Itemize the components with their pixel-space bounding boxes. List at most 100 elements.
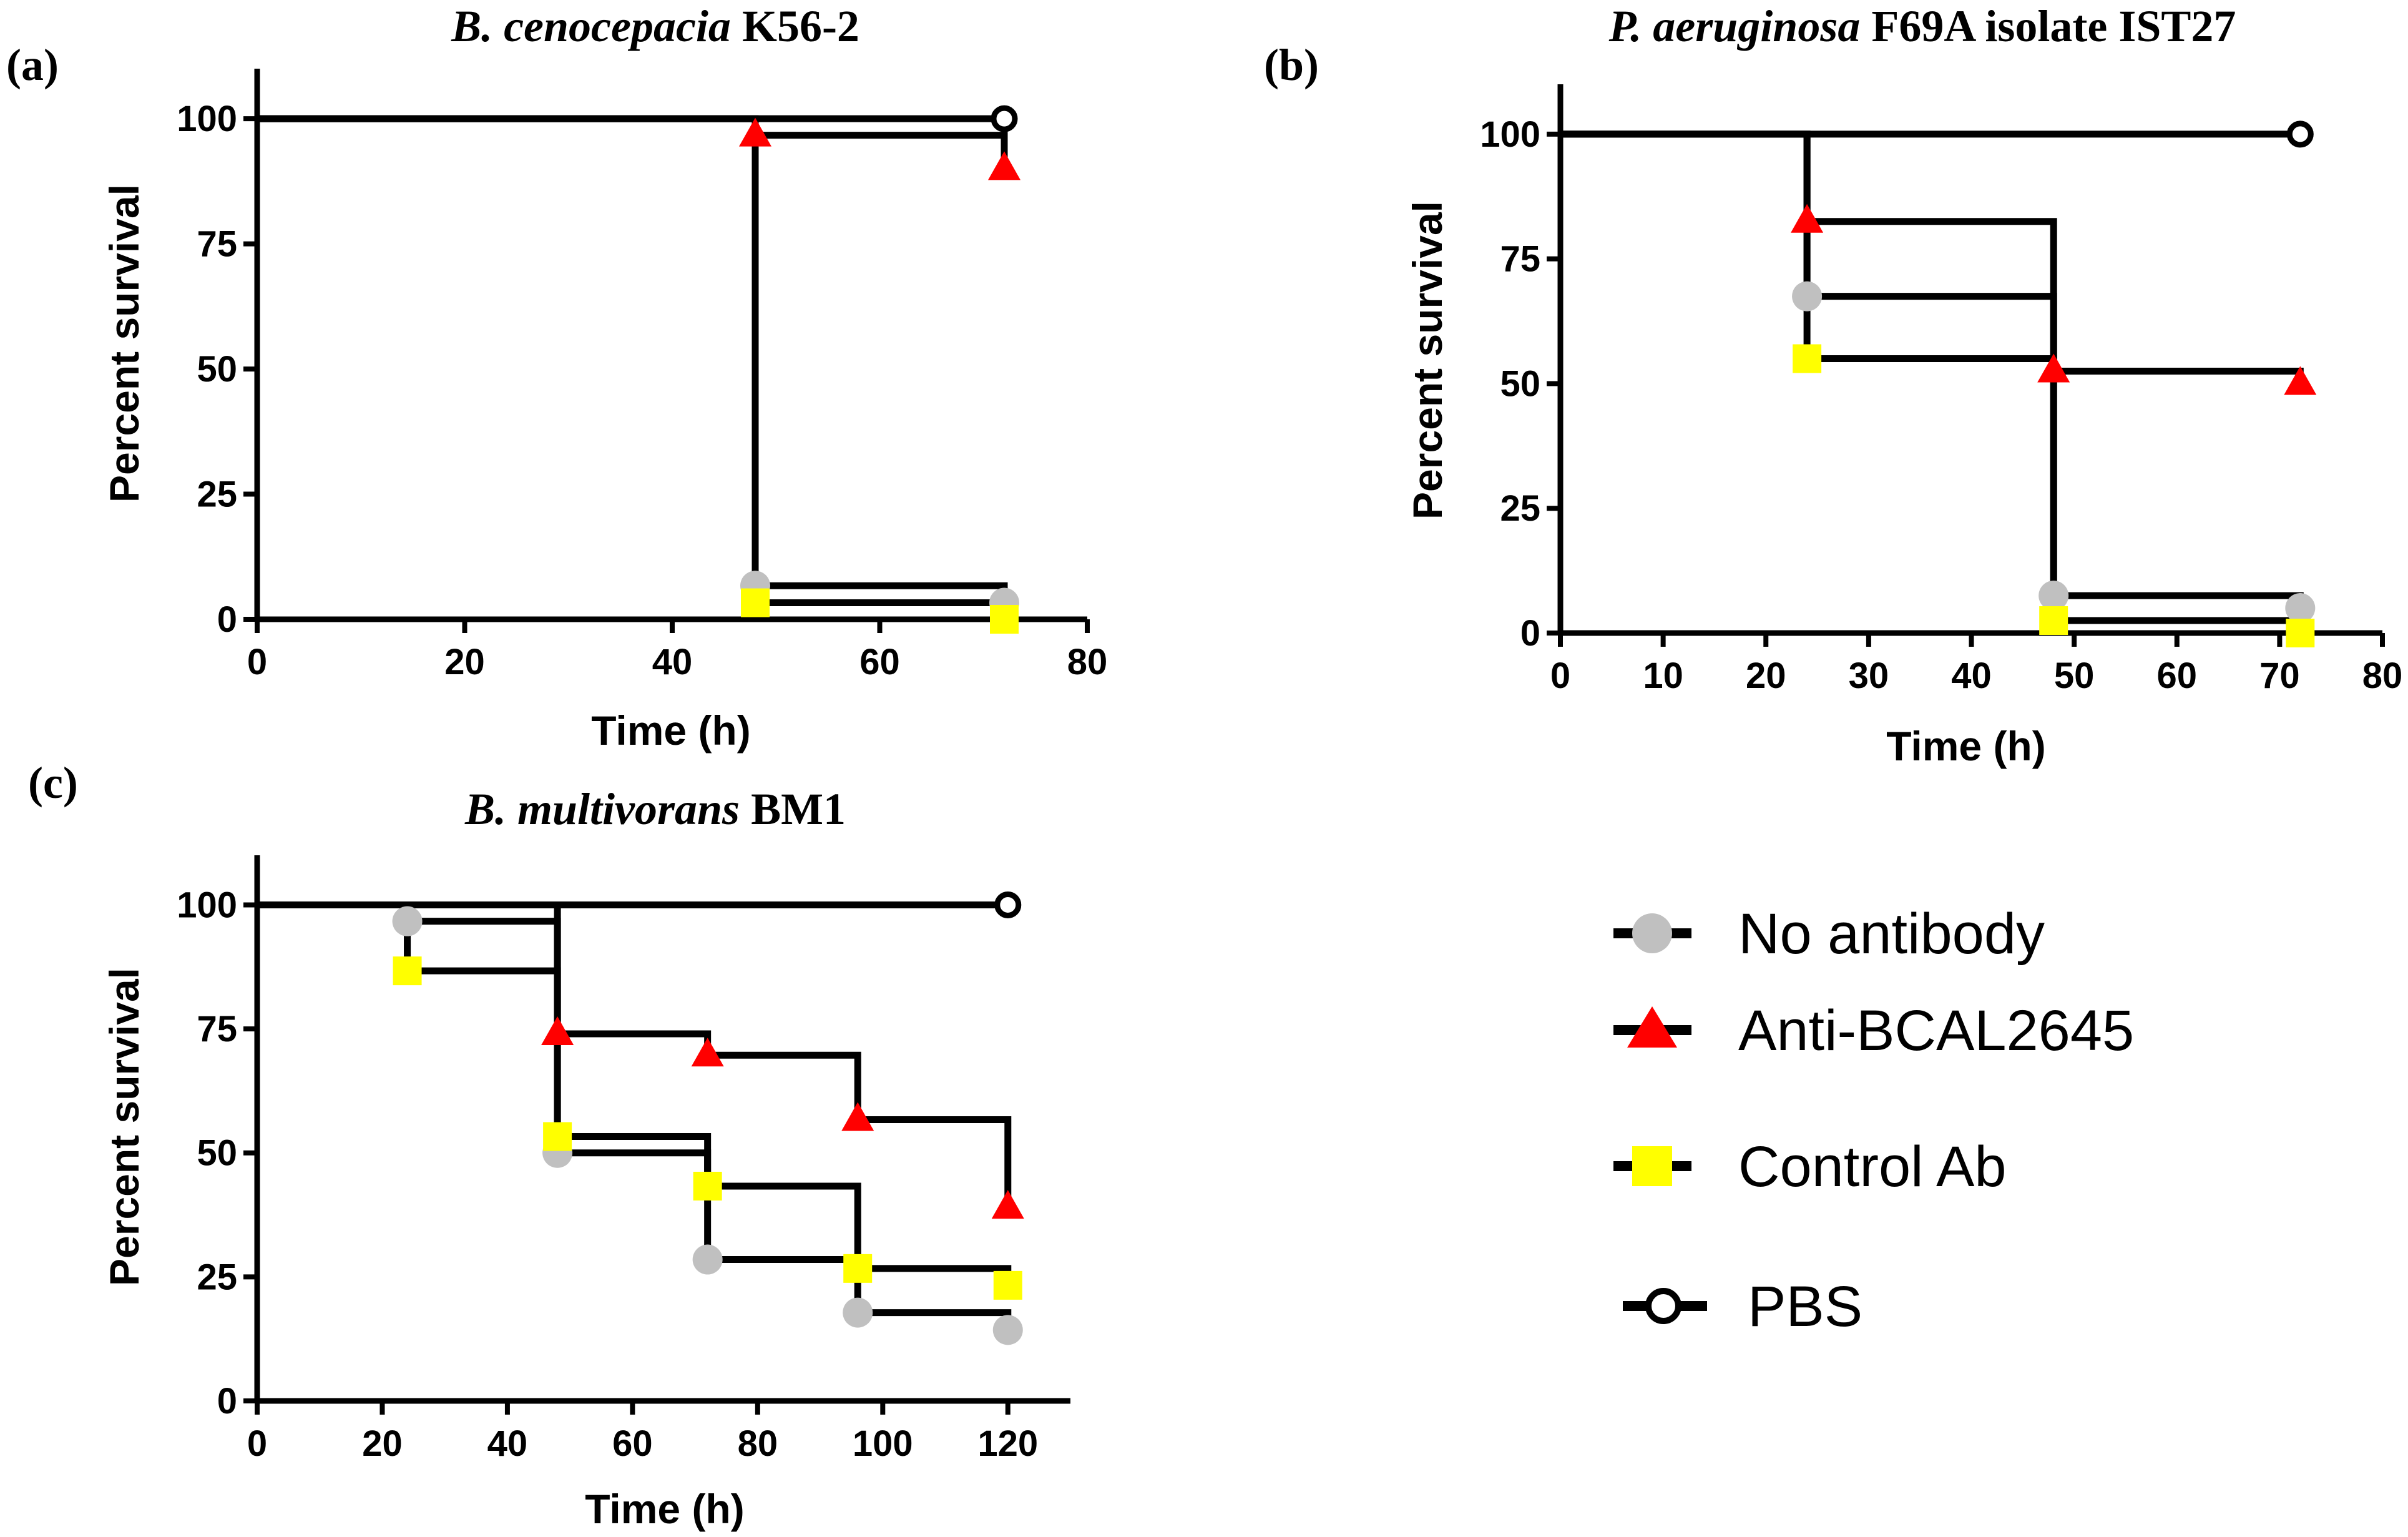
legend-entry-no-antibody: No antibody bbox=[1613, 902, 2045, 966]
legend: No antibody Anti-BCAL2645 Control Ab PBS bbox=[1613, 902, 2134, 1338]
panel-b-ylabel: Percent survival bbox=[1404, 201, 1451, 519]
x-tick-label-b-0: 0 bbox=[1550, 656, 1570, 696]
series-line-a-control_ab bbox=[257, 115, 1008, 619]
panel-a-title: B. cenocepacia K56-2 bbox=[451, 1, 859, 51]
panel-c-ylabel: Percent survival bbox=[101, 968, 147, 1286]
panel-a: (a) B. cenocepacia K56-2 0 25 50 75 100 0 20 40… bbox=[6, 1, 1107, 754]
legend-marker-pbs bbox=[1645, 1288, 1681, 1324]
y-tick-label-b-0: 0 bbox=[1520, 613, 1540, 654]
legend-marker-control-ab bbox=[1632, 1146, 1672, 1186]
point-a-anti_bcal-0 bbox=[739, 117, 771, 147]
x-tick-label-c-120: 120 bbox=[977, 1423, 1038, 1464]
series-line-b-anti_bcal bbox=[1560, 130, 2304, 384]
series-line-a-no_antibody bbox=[257, 115, 1008, 603]
y-tick-label-c-100: 100 bbox=[177, 885, 237, 925]
y-tick-label-c-50: 50 bbox=[197, 1133, 237, 1174]
x-tick-label-b-80: 80 bbox=[2362, 656, 2403, 696]
point-a-pbs-0 bbox=[991, 105, 1018, 132]
x-tick-label-b-70: 70 bbox=[2259, 656, 2300, 696]
point-c-control_ab-1 bbox=[543, 1122, 572, 1151]
point-c-no_antibody-4 bbox=[992, 1315, 1023, 1345]
point-c-no_antibody-3 bbox=[843, 1297, 873, 1328]
x-tick-label-c-0: 0 bbox=[247, 1423, 267, 1464]
panel-c: (c) B. multivorans BM1 0 25 50 75 100 0 20 40 60… bbox=[28, 758, 1070, 1532]
legend-label-no-antibody: No antibody bbox=[1738, 902, 2045, 966]
x-tick-label-b-60: 60 bbox=[2156, 656, 2197, 696]
y-tick-label-b-50: 50 bbox=[1500, 363, 1540, 404]
point-b-no_antibody-0 bbox=[1792, 281, 1823, 312]
y-tick-label-a-100: 100 bbox=[177, 99, 237, 139]
y-tick-label-b-75: 75 bbox=[1500, 239, 1540, 280]
x-tick-label-a-40: 40 bbox=[652, 642, 693, 682]
x-tick-label-b-10: 10 bbox=[1643, 656, 1683, 696]
x-tick-label-c-40: 40 bbox=[487, 1423, 528, 1464]
point-c-control_ab-0 bbox=[393, 956, 422, 986]
point-c-no_antibody-2 bbox=[692, 1244, 723, 1275]
series-line-c-control_ab bbox=[257, 901, 1012, 1285]
point-b-control_ab-0 bbox=[1793, 344, 1822, 373]
y-tick-label-a-50: 50 bbox=[197, 349, 237, 390]
point-b-pbs-0 bbox=[2286, 120, 2314, 148]
point-c-anti_bcal-0 bbox=[541, 1016, 574, 1046]
x-tick-label-c-100: 100 bbox=[853, 1423, 913, 1464]
x-tick-label-b-20: 20 bbox=[1746, 656, 1786, 696]
panel-c-xlabel: Time (h) bbox=[585, 1486, 744, 1532]
x-tick-label-c-60: 60 bbox=[612, 1423, 653, 1464]
point-c-anti_bcal-2 bbox=[841, 1102, 874, 1131]
panel-b-letter: (b) bbox=[1264, 40, 1319, 90]
legend-label-control-ab: Control Ab bbox=[1738, 1135, 2007, 1199]
point-a-anti_bcal-1 bbox=[988, 151, 1020, 180]
point-b-control_ab-2 bbox=[2286, 619, 2315, 647]
plot-area-a: 0 25 50 75 100 0 20 40 60 80 bbox=[177, 69, 1107, 682]
y-tick-label-c-75: 75 bbox=[197, 1009, 237, 1049]
point-a-control_ab-0 bbox=[741, 588, 770, 617]
point-c-pbs-0 bbox=[994, 891, 1022, 918]
point-a-control_ab-1 bbox=[990, 605, 1019, 634]
legend-label-anti-bcal: Anti-BCAL2645 bbox=[1738, 999, 2134, 1063]
x-tick-label-b-30: 30 bbox=[1849, 656, 1889, 696]
point-b-control_ab-1 bbox=[2039, 606, 2068, 636]
panel-a-letter: (a) bbox=[6, 40, 59, 90]
series-line-a-anti_bcal bbox=[257, 115, 1008, 169]
y-tick-label-b-25: 25 bbox=[1500, 488, 1540, 529]
panel-a-xlabel: Time (h) bbox=[591, 707, 750, 754]
y-tick-label-a-25: 25 bbox=[197, 474, 237, 515]
series-line-c-anti_bcal bbox=[257, 901, 1012, 1208]
x-tick-label-a-80: 80 bbox=[1067, 642, 1108, 682]
legend-marker-no-antibody bbox=[1632, 913, 1672, 953]
point-b-no_antibody-2 bbox=[2285, 593, 2316, 624]
point-b-anti_bcal-1 bbox=[2037, 353, 2070, 383]
y-tick-label-a-75: 75 bbox=[197, 224, 237, 265]
panel-c-title: B. multivorans BM1 bbox=[464, 784, 846, 834]
series-line-b-control_ab bbox=[1560, 130, 2304, 633]
panel-b-xlabel: Time (h) bbox=[1886, 723, 2045, 769]
legend-entry-control-ab: Control Ab bbox=[1613, 1135, 2007, 1199]
panel-a-ylabel: Percent survival bbox=[101, 184, 147, 503]
point-b-anti_bcal-0 bbox=[1791, 204, 1824, 233]
x-tick-label-a-20: 20 bbox=[444, 642, 485, 682]
legend-entry-anti-bcal: Anti-BCAL2645 bbox=[1613, 999, 2134, 1063]
point-c-no_antibody-0 bbox=[392, 906, 423, 936]
point-c-control_ab-2 bbox=[693, 1171, 722, 1201]
y-tick-label-c-25: 25 bbox=[197, 1257, 237, 1297]
x-tick-label-a-0: 0 bbox=[247, 642, 267, 682]
point-c-anti_bcal-1 bbox=[691, 1038, 724, 1067]
plot-area-b: 0 25 50 75 100 0 10 20 30 40 50 60 70 80 bbox=[1480, 84, 2402, 696]
point-c-anti_bcal-3 bbox=[991, 1190, 1024, 1219]
x-tick-label-a-60: 60 bbox=[859, 642, 900, 682]
panel-b: (b) P. aeruginosa F69A isolate IST27 0 25… bbox=[1264, 1, 2402, 769]
legend-marker-anti-bcal bbox=[1627, 1006, 1677, 1048]
panel-c-letter: (c) bbox=[28, 758, 78, 808]
point-b-anti_bcal-2 bbox=[2284, 366, 2317, 395]
x-tick-label-c-20: 20 bbox=[362, 1423, 403, 1464]
legend-entry-pbs: PBS bbox=[1623, 1275, 1862, 1338]
legend-label-pbs: PBS bbox=[1748, 1275, 1862, 1338]
y-tick-label-c-0: 0 bbox=[217, 1381, 237, 1422]
x-tick-label-b-50: 50 bbox=[2054, 656, 2095, 696]
point-c-control_ab-3 bbox=[843, 1254, 873, 1283]
point-c-control_ab-4 bbox=[993, 1270, 1022, 1300]
plot-area-c: 0 25 50 75 100 0 20 40 60 80 100 120 bbox=[177, 855, 1070, 1464]
panel-b-title: P. aeruginosa F69A isolate IST27 bbox=[1608, 1, 2236, 51]
x-tick-label-c-80: 80 bbox=[738, 1423, 778, 1464]
